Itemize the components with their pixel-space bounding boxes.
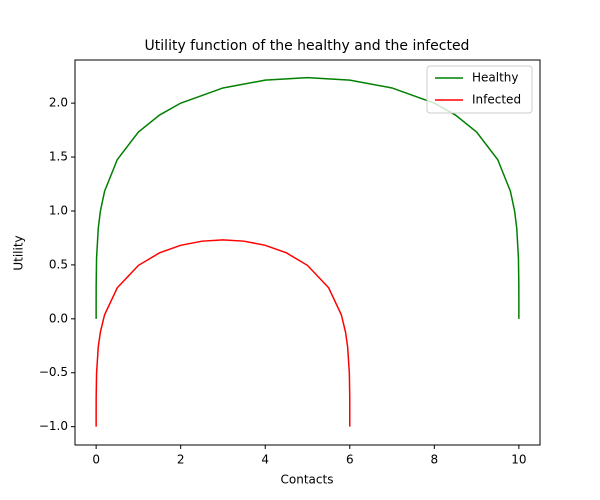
- legend-label: Healthy: [472, 71, 519, 85]
- line-series: [95, 239, 351, 427]
- legend-label: Infected: [472, 93, 521, 107]
- x-tick-label: 10: [511, 453, 526, 467]
- x-axis-label: Contacts: [281, 473, 334, 487]
- y-tick-label: −1.0: [39, 419, 68, 433]
- line-series: [95, 76, 520, 319]
- y-axis-label: Utility: [12, 235, 26, 270]
- x-tick-label: 6: [346, 453, 354, 467]
- y-tick-label: −0.5: [39, 365, 68, 379]
- x-tick-label: 8: [430, 453, 438, 467]
- y-tick-label: 1.0: [49, 203, 68, 217]
- x-tick-label: 2: [177, 453, 185, 467]
- y-tick-label: 1.5: [49, 150, 68, 164]
- x-tick-label: 4: [261, 453, 269, 467]
- plot-frame: [74, 59, 541, 446]
- chart-title: Utility function of the healthy and the …: [145, 38, 470, 54]
- y-tick-label: 2.0: [49, 96, 68, 110]
- x-tick-label: 0: [92, 453, 100, 467]
- y-tick-label: 0.5: [49, 257, 68, 271]
- y-tick-label: 0.0: [49, 311, 68, 325]
